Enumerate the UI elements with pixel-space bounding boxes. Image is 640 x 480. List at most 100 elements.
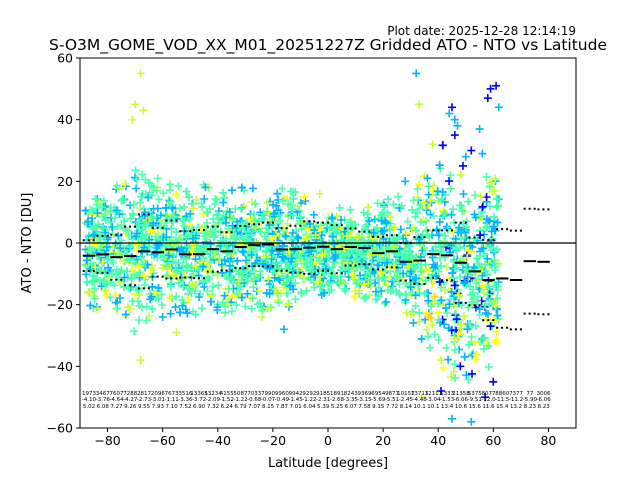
- scatter-point-186: [82, 270, 91, 279]
- scatter-point-2434: [179, 282, 188, 291]
- scatter-point-2628: [486, 84, 495, 93]
- scatter-point-2603: [139, 106, 148, 115]
- scatter-point-1573: [486, 242, 495, 251]
- scatter-point-2121: [389, 242, 398, 251]
- scatter-point-2196: [136, 253, 145, 262]
- bin-mean-label-20: -3.15: [357, 397, 372, 403]
- scatter-point-2619: [450, 115, 459, 124]
- scatter-point-2023: [180, 203, 189, 212]
- scatter-point-2500: [89, 231, 98, 240]
- x-axis-label: Latitude [degrees]: [268, 456, 388, 471]
- scatter-point-2574: [353, 245, 362, 254]
- scatter-point-2229: [271, 259, 280, 268]
- scatter-point-476: [269, 200, 278, 209]
- scatter-point-2586: [102, 242, 111, 251]
- scatter-point-2143: [441, 209, 450, 218]
- scatter-point-1890: [451, 345, 459, 354]
- scatter-point-506: [422, 206, 431, 215]
- scatter-point-2480: [457, 320, 465, 329]
- scatter-point-2505: [283, 300, 292, 309]
- scatter-point-1774: [237, 204, 246, 213]
- bin-std-label-3: 9.26: [124, 404, 137, 410]
- scatter-point-1517: [82, 278, 91, 286]
- scatter-point-1234: [377, 267, 386, 276]
- scatter-point-2404: [193, 265, 202, 274]
- scatter-point-2466: [455, 223, 463, 232]
- scatter-point-945: [467, 333, 476, 341]
- scatter-point-928: [383, 195, 392, 204]
- scatter-point-95: [142, 316, 151, 325]
- scatter-point-1996: [484, 363, 493, 371]
- scatter-point-1002: [248, 184, 257, 193]
- scatter-point-177: [164, 196, 173, 205]
- scatter-point-1656: [434, 336, 443, 344]
- scatter-point-2535: [325, 279, 334, 287]
- scatter-point-1563: [432, 272, 441, 280]
- bin-std-label-11: 6.79: [234, 404, 247, 410]
- scatter-point-2531: [447, 288, 456, 296]
- bin-mean-label-22: -5.51: [385, 397, 399, 403]
- bin-std-label-18: 5.25: [331, 404, 344, 410]
- scatter-point-356: [380, 299, 389, 308]
- scatter-point-2446: [90, 294, 99, 303]
- scatter-point-1934: [110, 213, 119, 222]
- bin-std-label-9: 7.32: [207, 404, 219, 410]
- bin-count-label-2: 7607: [110, 391, 124, 397]
- scatter-point-1343: [195, 293, 204, 301]
- scatter-point-376: [214, 281, 223, 290]
- scatter-point-2041: [463, 273, 472, 282]
- scatter-point-1111: [375, 274, 384, 283]
- scatter-point-2562: [164, 258, 173, 267]
- bin-mean-label-19: -3.35: [344, 397, 359, 403]
- scatter-point-2513: [460, 312, 469, 321]
- scatter-point-2569: [112, 206, 121, 215]
- scatter-point-2018: [481, 260, 490, 269]
- scatter-point-2499: [363, 239, 372, 248]
- bin-std-label-6: 7.10: [165, 404, 178, 410]
- scatter-point-2313: [493, 311, 502, 320]
- scatter-point-2265: [278, 196, 287, 205]
- scatter-point-2206: [439, 210, 448, 219]
- scatter-point-2585: [274, 298, 283, 307]
- scatter-point-1317: [213, 303, 222, 312]
- scatter-point-2077: [132, 229, 141, 238]
- scatter-point-1922: [113, 304, 122, 313]
- scatter-point-1995: [159, 252, 168, 261]
- scatter-point-2321: [284, 274, 293, 283]
- scatter-point-2430: [240, 221, 248, 230]
- bin-count-label-3: 7288: [123, 391, 137, 397]
- scatter-point-1637: [141, 175, 150, 184]
- scatter-point-1761: [396, 225, 405, 234]
- scatter-point-1282: [459, 190, 468, 198]
- scatter-point-1704: [116, 244, 125, 253]
- bin-mean-label-25: -3.04: [426, 397, 441, 403]
- scatter-point-2096: [145, 311, 154, 320]
- bin-std-label-31: 13.2: [510, 404, 522, 410]
- bin-std-label-30: 15.4: [496, 404, 509, 410]
- scatter-point-1127: [136, 204, 144, 212]
- scatter-point-1943: [436, 246, 445, 255]
- bin-std-label-32: 8.23: [524, 404, 537, 410]
- scatter-point-2128: [411, 212, 420, 221]
- chart-title: S-O3M_GOME_VOD_XX_M01_20251227Z Gridded …: [49, 36, 607, 55]
- scatter-point-1337: [372, 287, 380, 296]
- bin-std-label-29: 11.6: [482, 404, 495, 410]
- scatter-point-2261: [301, 197, 310, 205]
- scatter-point-1085: [247, 304, 256, 313]
- bin-mean-label-33: -6.06: [537, 397, 552, 403]
- scatter-point-1703: [450, 281, 459, 290]
- scatter-point-2019: [478, 271, 487, 280]
- scatter-point-2367: [431, 242, 440, 251]
- scatter-point-2559: [149, 213, 157, 222]
- scatter-point-2053: [117, 221, 126, 230]
- scatter-point-2564: [406, 283, 415, 292]
- bin-count-label-19: 8243: [344, 391, 358, 397]
- scatter-point-2000: [419, 199, 428, 207]
- scatter-point-1853: [435, 278, 444, 286]
- scatter-point-2262: [84, 257, 93, 266]
- scatter-point-1116: [238, 271, 247, 280]
- scatter-point-2363: [372, 224, 381, 233]
- scatter-point-2195: [411, 226, 420, 235]
- scatter-point-2106: [450, 218, 459, 227]
- scatter-point-2185: [397, 201, 406, 210]
